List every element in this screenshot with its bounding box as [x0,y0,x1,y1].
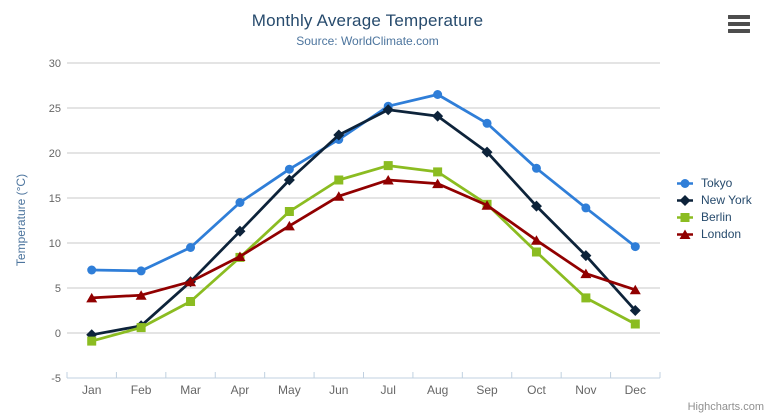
y-axis-label: 5 [55,283,61,295]
series-marker-tokyo[interactable] [284,164,294,174]
series-marker-berlin[interactable] [630,319,640,329]
series-marker-london[interactable] [234,251,246,262]
y-axis-label: -5 [51,373,61,385]
x-axis-label: Nov [575,383,596,397]
series-line-london[interactable] [90,178,637,300]
series-marker-tokyo[interactable] [482,118,492,128]
series-marker-london[interactable] [185,276,197,287]
series-marker-berlin[interactable] [531,247,541,257]
credits-link[interactable]: Highcharts.com [687,401,764,413]
legend-label: London [701,227,742,241]
x-axis-label: Apr [231,383,250,397]
y-axis-label: 10 [49,238,61,250]
series-marker-london[interactable] [481,200,493,210]
square-legend-symbol-icon [677,212,693,222]
x-axis-label: May [278,383,301,397]
series-tokyo[interactable] [87,90,640,276]
series-marker-london[interactable] [135,290,147,300]
series-marker-new-york[interactable] [530,200,542,212]
legend: Tokyo New York Berlin London [676,176,752,241]
series-marker-berlin[interactable] [334,175,344,185]
series-marker-london[interactable] [530,235,542,245]
series-marker-tokyo[interactable] [87,265,97,275]
series-marker-london[interactable] [432,178,444,189]
diamond-legend-symbol-icon [677,194,693,206]
circle-legend-symbol-icon [677,178,693,188]
series-london[interactable] [86,175,641,303]
series-marker-tokyo[interactable] [136,266,146,276]
context-menu-button[interactable] [725,12,753,36]
legend-item-tokyo[interactable]: Tokyo [676,176,752,190]
x-axis-label: Feb [131,383,152,397]
series-marker-london[interactable] [283,220,295,231]
series-marker-new-york[interactable] [234,225,246,237]
series-marker-new-york[interactable] [481,146,493,158]
series-marker-new-york[interactable] [629,305,641,316]
x-axis-label: Mar [180,383,201,397]
hamburger-icon [728,15,750,33]
series-marker-new-york[interactable] [580,250,592,262]
y-axis-label: 20 [49,148,61,160]
x-axis-label: Jul [381,383,396,397]
series-marker-new-york[interactable] [382,104,394,116]
triangle-marker-icon[interactable] [679,229,691,239]
series-line-new-york[interactable] [90,108,637,337]
series-marker-berlin[interactable] [284,207,294,216]
series-marker-new-york[interactable] [283,174,295,186]
series-marker-tokyo[interactable] [630,242,640,252]
series-marker-london[interactable] [629,284,641,295]
series-marker-berlin[interactable] [383,161,393,171]
series-marker-berlin[interactable] [433,167,443,177]
x-axis-label: Jan [82,383,101,397]
chart-title: Monthly Average Temperature [251,11,484,30]
x-axis-label: Sep [476,383,498,397]
chart-subtitle: Source: WorldClimate.com [296,34,439,48]
series-new-york[interactable] [86,104,641,341]
x-axis-label: Dec [625,383,646,397]
circle-marker-icon[interactable] [680,178,690,188]
series-marker-new-york[interactable] [432,110,444,122]
series-marker-tokyo[interactable] [581,203,591,213]
legend-label: Berlin [701,210,732,224]
series-line-berlin[interactable] [90,164,637,343]
square-marker-icon[interactable] [680,212,690,222]
series-marker-london[interactable] [86,292,98,303]
series-marker-london[interactable] [333,191,345,201]
series-marker-tokyo[interactable] [235,198,245,207]
diamond-marker-icon[interactable] [679,194,691,206]
series-marker-london[interactable] [382,175,394,185]
x-axis-label: Jun [329,383,348,397]
y-axis-label: 30 [49,58,61,70]
series-marker-berlin[interactable] [186,297,196,306]
series-marker-tokyo[interactable] [433,90,443,99]
series-marker-london[interactable] [580,268,592,279]
series-marker-berlin[interactable] [136,323,146,333]
series-marker-tokyo[interactable] [531,163,541,173]
legend-item-berlin[interactable]: Berlin [676,210,752,224]
legend-label: Tokyo [701,176,733,190]
series-marker-tokyo[interactable] [186,243,196,252]
series-marker-berlin[interactable] [87,336,97,346]
y-axis-label: 0 [55,328,61,340]
x-axis-label: Aug [427,383,448,397]
legend-item-new-york[interactable]: New York [676,193,752,207]
series-marker-new-york[interactable] [333,129,345,141]
legend-label: New York [701,193,752,207]
triangle-legend-symbol-icon [677,229,693,239]
series-marker-berlin[interactable] [581,293,591,303]
y-axis-label: 15 [49,193,61,205]
legend-item-london[interactable]: London [676,227,752,241]
x-axis-label: Oct [527,383,546,397]
y-axis-label: 25 [49,103,61,115]
